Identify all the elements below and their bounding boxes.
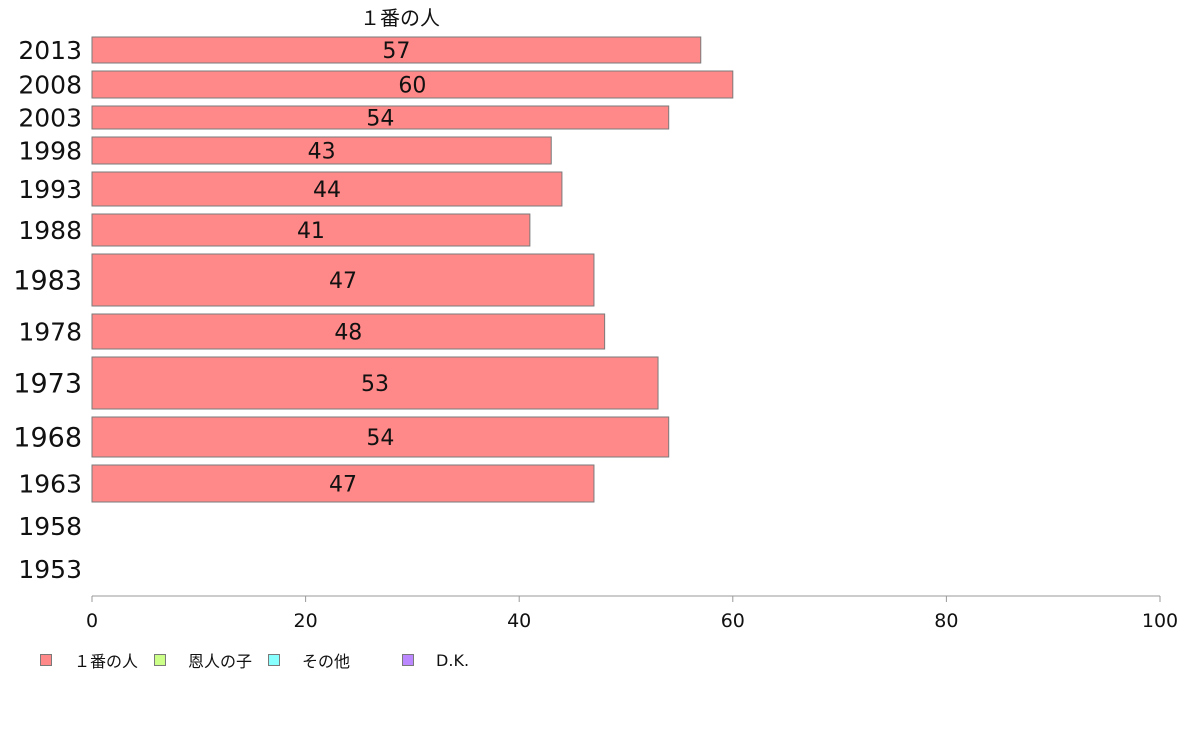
category-label-1978: 1978 xyxy=(18,318,82,347)
bar-1963 xyxy=(91,464,595,503)
legend-swatch-1 xyxy=(40,654,52,666)
data-label-1973: 53 xyxy=(361,372,389,397)
bar-2013 xyxy=(91,36,702,64)
x-tick-label-60: 60 xyxy=(721,610,745,632)
data-label-2013: 57 xyxy=(382,39,410,64)
category-label-1983: 1983 xyxy=(13,266,82,297)
category-label-1988: 1988 xyxy=(18,216,82,245)
data-label-1993: 44 xyxy=(313,178,341,203)
legend-item-1: １番の人 xyxy=(40,648,138,672)
category-label-2003: 2003 xyxy=(18,104,82,133)
legend-label-3: その他 xyxy=(302,652,351,671)
data-label-1978: 48 xyxy=(334,321,362,346)
x-tick-label-80: 80 xyxy=(934,610,958,632)
bar-1978 xyxy=(91,313,606,350)
data-label-1988: 41 xyxy=(297,219,325,244)
category-label-1968: 1968 xyxy=(13,423,82,454)
bar-1998 xyxy=(91,136,552,165)
legend-swatch-3 xyxy=(268,654,281,666)
category-label-1973: 1973 xyxy=(13,369,82,400)
x-tick-label-0: 0 xyxy=(86,610,98,632)
data-label-1968: 54 xyxy=(366,426,394,451)
bar-1968 xyxy=(91,416,670,458)
category-label-2013: 2013 xyxy=(18,36,82,65)
category-label-2008: 2008 xyxy=(18,71,82,100)
data-label-1983: 47 xyxy=(329,269,357,294)
bars-layer: 2013 57 2008 60 2003 54 1998 43 1993 44 1988 41 1983… xyxy=(13,36,734,584)
category-label-1993: 1993 xyxy=(18,175,82,204)
bar-1973 xyxy=(91,356,659,410)
legend-label-2: 恩人の子 xyxy=(188,652,253,671)
bar-1983 xyxy=(91,253,595,307)
category-label-1958: 1958 xyxy=(18,512,82,541)
x-tick-label-40: 40 xyxy=(507,610,531,632)
data-label-1998: 43 xyxy=(308,140,336,165)
x-axis: 0 20 40 60 80 100 xyxy=(86,595,1178,632)
data-label-2003: 54 xyxy=(366,107,394,132)
legend-label-4: D.K. xyxy=(436,650,470,670)
category-label-1953: 1953 xyxy=(18,555,82,584)
legend-swatch-4 xyxy=(402,654,415,666)
series-header: １番の人 xyxy=(360,6,440,30)
data-label-2008: 60 xyxy=(398,74,426,99)
legend-swatch-2 xyxy=(154,654,167,666)
legend-item-3: その他 xyxy=(268,648,350,672)
legend-item-2: 恩人の子 xyxy=(154,648,252,672)
category-label-1963: 1963 xyxy=(18,470,82,499)
bar-2003 xyxy=(91,105,670,130)
legend-item-4: D.K. xyxy=(402,651,469,670)
x-tick-label-20: 20 xyxy=(294,610,318,632)
legend-label-1: １番の人 xyxy=(74,652,139,671)
category-label-1998: 1998 xyxy=(18,137,82,166)
bar-1993 xyxy=(91,171,563,207)
bar-2008 xyxy=(91,70,734,99)
x-tick-label-100: 100 xyxy=(1142,610,1178,632)
legend: １番の人 恩人の子 その他 D.K. xyxy=(40,648,485,672)
bar-1988 xyxy=(91,213,531,247)
data-label-1963: 47 xyxy=(329,473,357,498)
